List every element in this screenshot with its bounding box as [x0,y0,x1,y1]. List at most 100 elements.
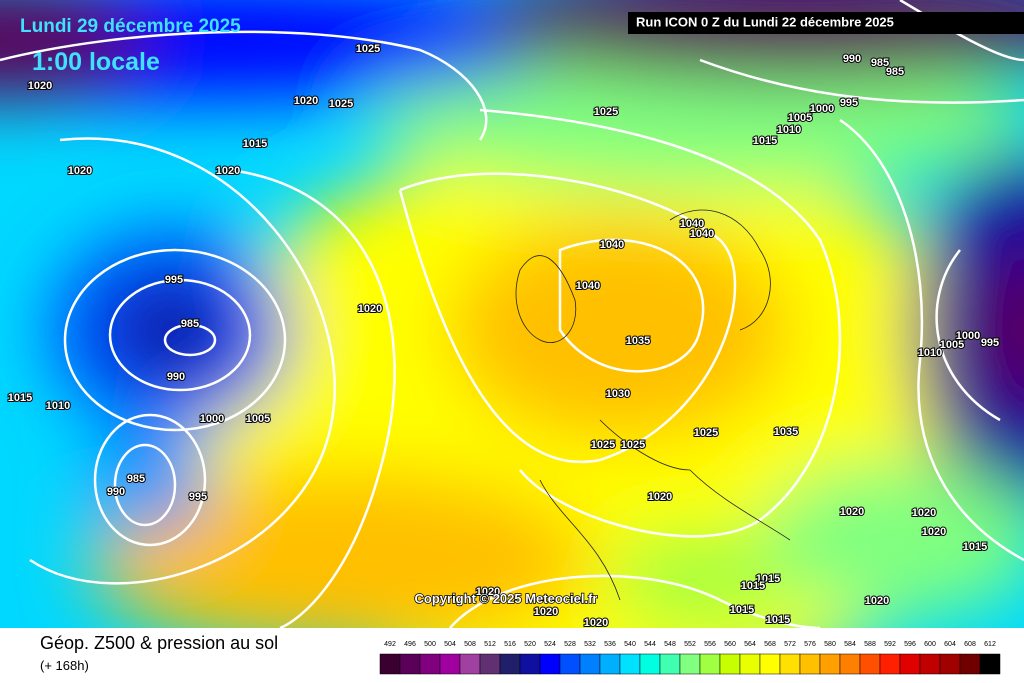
isobar-label: 1020 [68,165,92,177]
isobar-label: 1040 [680,218,704,230]
scale-cell [559,653,581,675]
isobar-label: 995 [189,491,207,503]
scale-cell [419,653,441,675]
scale-label: 556 [704,641,716,648]
scale-cell [599,653,621,675]
scale-cell [779,653,801,675]
scale-cell [919,653,941,675]
scale-label: 584 [844,641,856,648]
scale-cell [699,653,721,675]
scale-cell [739,653,761,675]
scale-cell [539,653,561,675]
isobar-label: 1015 [741,580,765,592]
scale-label: 500 [424,641,436,648]
run-box [628,12,1024,34]
scale-cell [479,653,501,675]
isobar-labels: 1020 1025 1020 1025 1015 1020 1020 995 985 990 101… [7,42,1000,630]
isobar-label: 1005 [246,413,270,425]
isobar-label: 1000 [810,103,834,115]
isobar-label: 1020 [584,617,608,629]
legend-subtitle: (+ 168h) [40,658,89,673]
isobar-label: 995 [165,274,183,286]
scale-cell [859,653,881,675]
isobar-label: 1005 [788,112,812,124]
scale-label: 516 [504,641,516,648]
scale-label: 536 [604,641,616,648]
isobar-label: 985 [181,318,199,330]
scale-label: 496 [404,641,416,648]
scale-cell [499,653,521,675]
isobar-label: 1025 [594,106,618,118]
scale-label: 544 [644,641,656,648]
scale-label: 564 [744,641,756,648]
isobar-label: 990 [843,53,861,65]
isobar-label: 1015 [730,604,754,616]
scale-label: 560 [724,641,736,648]
isobar-label: 1010 [777,124,801,136]
scale-label: 548 [664,641,676,648]
legend-title: Géop. Z500 & pression au sol [40,633,278,653]
scale-cell [679,653,701,675]
isobar-label: 1020 [358,303,382,315]
isobar-label: 1040 [600,239,624,251]
scale-cell [399,653,421,675]
scale-label: 540 [624,641,636,648]
scale-label: 596 [904,641,916,648]
scale-label: 600 [924,641,936,648]
scale-cell [939,653,961,675]
scale-label: 580 [824,641,836,648]
isobar-label: 1020 [912,507,936,519]
isobar-label: 1020 [534,606,558,618]
isobar-label: 985 [886,66,904,78]
scale-cell [639,653,661,675]
isobar-label: 1025 [591,439,615,451]
run-label: Run ICON 0 Z du Lundi 22 décembre 2025 [636,14,894,29]
scale-label: 532 [584,641,596,648]
scale-label: 524 [544,641,556,648]
isobar-label: 1020 [922,526,946,538]
scale-cell [879,653,901,675]
scale-cell [759,653,781,675]
isobar-label: 1040 [576,280,600,292]
isobar-label: 1020 [648,491,672,503]
color-scale: 492 496 500 504 508 512 516 520 524 528 532 536 540 5… [379,641,1001,675]
isobar-label: 1005 [940,339,964,351]
scale-label: 512 [484,641,496,648]
isobar-label: 1015 [8,392,32,404]
isobar-label: 985 [127,473,145,485]
scale-label: 492 [384,641,396,648]
scale-label: 568 [764,641,776,648]
isobar-label: 1015 [766,614,790,626]
scale-label: 504 [444,641,456,648]
isobar-label: 1025 [621,439,645,451]
scale-label: 588 [864,641,876,648]
scale-cell [799,653,821,675]
isobar-label: 995 [981,337,999,349]
scale-label: 592 [884,641,896,648]
isobar-label: 1020 [840,506,864,518]
isobar-label: 985 [871,57,889,69]
copyright: Copyright © 2025 Meteociel.fr [415,591,598,606]
scale-label: 528 [564,641,576,648]
scale-label: 552 [684,641,696,648]
scale-cell [979,653,1001,675]
isobar-label: 1020 [216,165,240,177]
scale-cell [659,653,681,675]
isobar-label: 1020 [28,80,52,92]
scale-cell [839,653,861,675]
time: 1:00 locale [32,48,160,76]
isobar-label: 1010 [46,400,70,412]
isobar-label: 995 [840,97,858,109]
scale-cell [459,653,481,675]
isobar-label: 1020 [294,95,318,107]
isobar-label: 1020 [865,595,889,607]
scale-cell [959,653,981,675]
isobar-label: 1010 [918,347,942,359]
scale-cell [619,653,641,675]
scale-cell [819,653,841,675]
scale-label: 604 [944,641,956,648]
scale-cell [719,653,741,675]
scale-cell [899,653,921,675]
scale-cell [379,653,401,675]
